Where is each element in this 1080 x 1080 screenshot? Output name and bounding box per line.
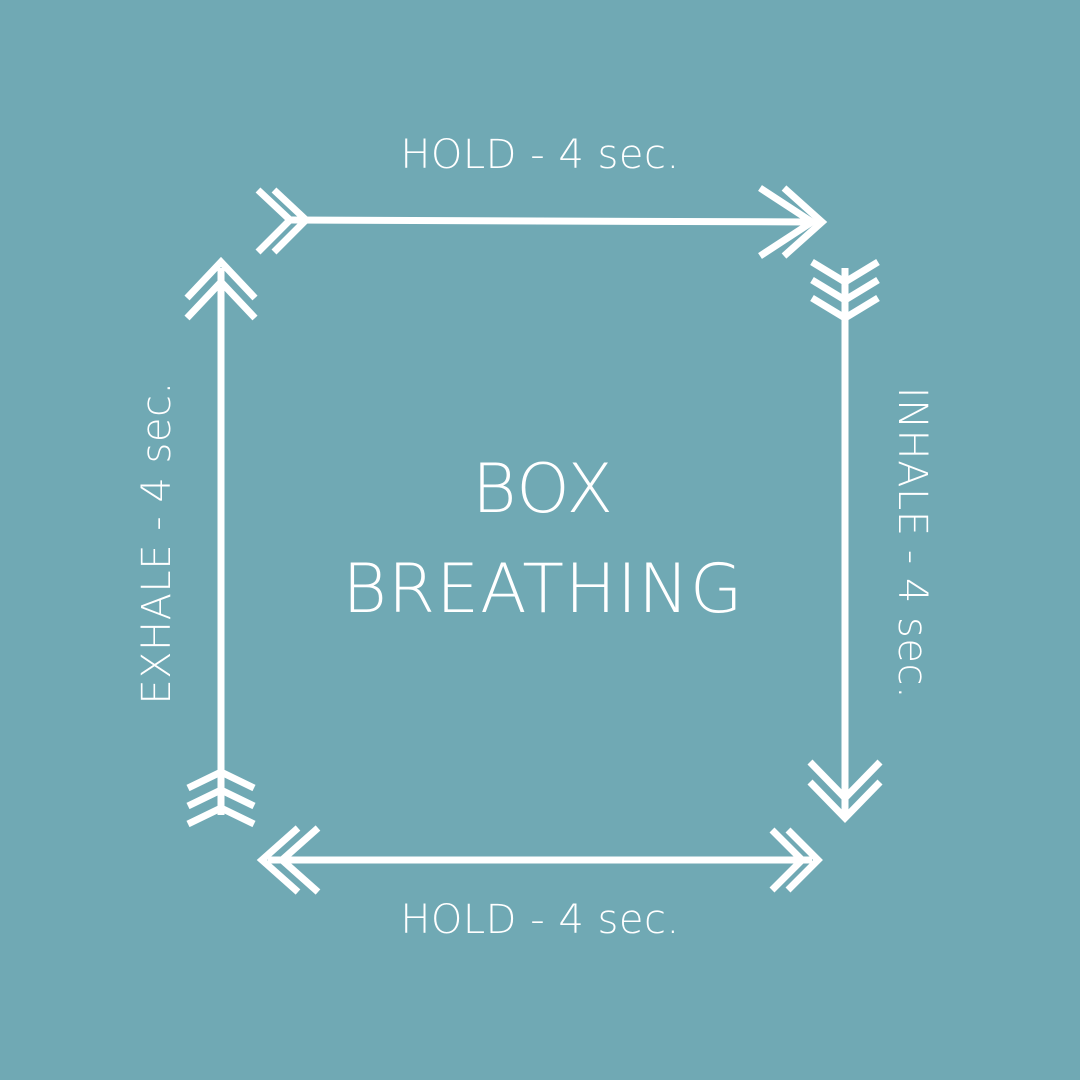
arrow-down-icon	[807, 259, 883, 824]
step-label-left: EXHALE - 4 sec.	[134, 381, 180, 705]
step-label-bottom: HOLD - 4 sec.	[400, 897, 680, 943]
diagram-title: BOX BREATHING	[342, 440, 743, 640]
arrow-right-icon	[255, 185, 828, 259]
step-label-right: INHALE - 4 sec.	[889, 386, 935, 700]
title-line-1: BOX	[471, 450, 615, 529]
arrow-up-icon	[184, 256, 258, 828]
arrow-left-icon	[256, 825, 823, 895]
step-label-top: HOLD - 4 sec.	[400, 132, 680, 178]
title-line-2: BREATHING	[342, 550, 744, 629]
